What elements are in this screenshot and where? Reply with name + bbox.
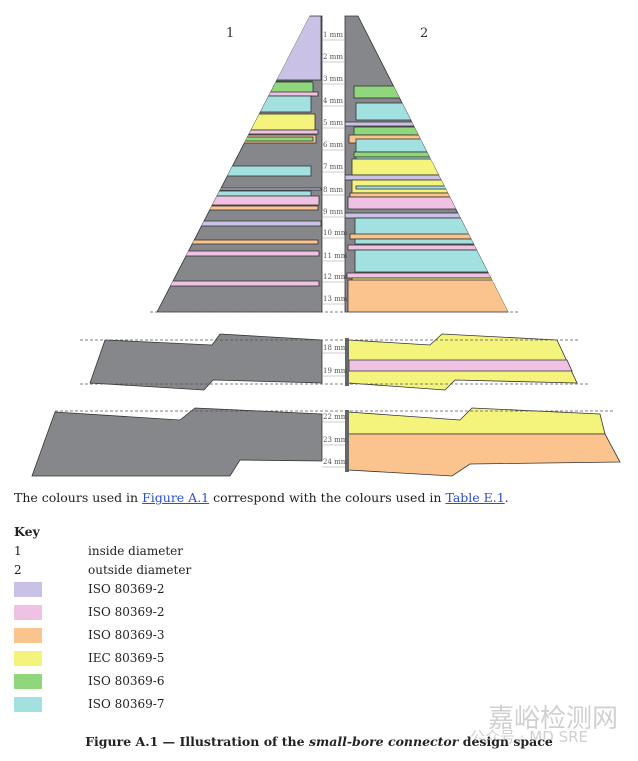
band-lavender [345,174,508,181]
band-lavender [345,121,508,127]
band-orange [347,279,508,312]
scale-label: 13 mm [323,295,348,303]
color-swatch [14,651,42,666]
caption-text: Figure A.1 — Illustration of the [85,734,309,749]
band-lavender [345,212,508,219]
band-yellow [351,158,508,176]
band-yellow [347,407,606,435]
band-pink [157,91,319,97]
key-label: ISO 80369-6 [88,674,165,688]
band-green [353,85,508,99]
scale-label: 12 mm [323,273,348,281]
scale-label: 6 mm [323,141,343,149]
band-green [157,136,314,142]
watermark-logo: 嘉峪检测网 [488,704,619,734]
watermark-account: 公众号 · MD SRE [470,728,588,746]
key-title: Key [14,524,40,539]
band-pink [157,280,320,287]
scale-label: 7 mm [323,163,343,171]
scale-label: 5 mm [323,119,343,127]
inside-diameter-region [89,333,323,391]
band-cyan [354,238,508,245]
band-orange [349,192,508,198]
band-cyan [157,190,312,197]
band-orange [157,205,319,211]
color-swatch [14,582,42,597]
table-e1-link[interactable]: Table E.1 [445,490,505,505]
scale-label: 2 mm [323,53,343,61]
caption-italic: small-bore connector [308,734,459,749]
color-swatch [14,605,42,620]
color-swatch [14,628,42,643]
band-green [353,151,508,158]
colour-note: The colours used in Figure A.1 correspon… [14,490,509,505]
scale-label: 23 mm [323,436,348,444]
band-lavender [157,187,322,191]
key-label: ISO 80369-2 [88,605,165,619]
band-cyan [355,138,508,153]
inside-diameter-region [31,407,323,477]
band-cyan [355,102,508,121]
band-orange [347,433,621,477]
key-label: ISO 80369-7 [88,697,165,711]
scale-label: 22 mm [323,413,348,421]
caption-text: design space [458,734,553,749]
key-label: ISO 80369-2 [88,582,165,596]
scale-label: 24 mm [323,458,348,466]
band-pink [346,272,508,279]
band-green [353,126,508,136]
band-cyan [355,185,508,190]
note-text: correspond with the colours used in [209,490,446,505]
scale-label: 1 mm [323,31,343,39]
scale-label: 10 mm [323,229,348,237]
key-label: outside diameter [88,563,192,577]
design-space-figure: 1 2 1 mm 2 mm 3 mm 4 mm 5 mm 6 mm 7 mm 8 mm 9 mm… [31,15,621,477]
wall [345,338,349,386]
band-orange [157,239,319,245]
band-cyan [157,95,312,113]
inside-diameter-label: 1 [226,26,234,41]
band-cyan [354,217,508,236]
band-lavender [157,220,322,227]
band-pink [157,250,320,257]
figure-caption: Figure A.1 — Illustration of the small-b… [0,734,638,749]
figure-a1-link[interactable]: Figure A.1 [142,490,210,505]
band-pink [157,129,319,135]
band-cyan [157,165,312,177]
band-pink [348,359,573,372]
band-pink [157,195,320,206]
key-number: 1 [14,544,22,558]
note-text: The colours used in [14,490,143,505]
key-label: ISO 80369-3 [88,628,165,642]
key-number: 2 [14,563,22,577]
band-orange [349,233,508,240]
band-pink [347,196,508,210]
scale-label: 4 mm [323,97,343,105]
band-yellow [157,113,316,131]
outside-diameter-label: 2 [420,26,428,41]
band-cyan [354,249,508,273]
scale-label: 19 mm [323,367,348,375]
scale-label: 9 mm [323,208,343,216]
scale-label: 18 mm [323,344,348,352]
band-pink [347,244,508,251]
note-text: . [504,490,509,505]
scale-label: 3 mm [323,75,343,83]
outside-bands [345,85,508,312]
scale-label: 11 mm [323,252,348,260]
key-label: inside diameter [88,544,183,558]
color-swatch [14,697,42,712]
wall [345,410,349,472]
color-swatch [14,674,42,689]
key-label: IEC 80369-5 [88,651,165,665]
scale-label: 8 mm [323,186,343,194]
